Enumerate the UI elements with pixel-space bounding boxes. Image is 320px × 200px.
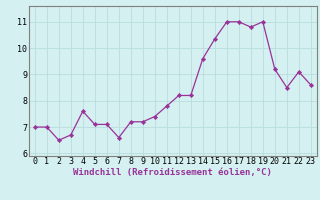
X-axis label: Windchill (Refroidissement éolien,°C): Windchill (Refroidissement éolien,°C): [73, 168, 272, 177]
